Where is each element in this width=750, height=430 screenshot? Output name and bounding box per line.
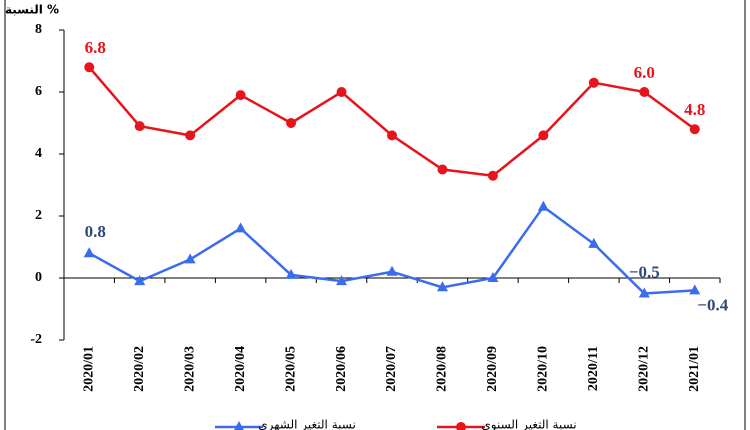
- point: [588, 77, 599, 88]
- x-tick-label: 2020/10: [536, 346, 551, 392]
- data-label: 6.8: [85, 38, 106, 57]
- x-tick-label: 2020/04: [233, 346, 248, 392]
- series-line: [88, 204, 695, 295]
- x-tick-label: 2020/06: [334, 346, 349, 392]
- y-tick-label: 6: [35, 84, 42, 99]
- point: [487, 272, 499, 282]
- x-tick-label: 2020/09: [485, 346, 500, 392]
- x-tick-label: 2020/01: [81, 346, 96, 392]
- point: [336, 275, 348, 286]
- point: [235, 222, 247, 233]
- x-tick-label: 2020/05: [283, 346, 298, 392]
- y-tick-label: 4: [35, 146, 42, 161]
- point: [689, 284, 701, 295]
- point: [285, 268, 297, 279]
- point: [538, 130, 549, 141]
- x-tick-label: 2021/01: [687, 346, 702, 392]
- point: [437, 164, 448, 175]
- point: [387, 130, 397, 141]
- data-label: −0.4: [697, 295, 728, 314]
- point: [134, 121, 145, 132]
- x-tick-label: 2020/11: [586, 346, 601, 391]
- legend-marker: [234, 421, 244, 430]
- point: [588, 237, 600, 248]
- x-tick-label: 2020/02: [132, 346, 147, 392]
- data-label: 4.8: [684, 100, 705, 119]
- point: [84, 62, 95, 73]
- point: [336, 87, 347, 97]
- x-tick-label: 2020/12: [637, 346, 652, 392]
- legend-marker: [456, 422, 466, 430]
- y-tick-label: -2: [30, 332, 42, 347]
- y-tick-label: 0: [35, 270, 42, 285]
- y-axis-label: النسبة %: [5, 3, 59, 17]
- point: [537, 200, 549, 211]
- y-tick-label: 2: [35, 208, 42, 223]
- point: [487, 170, 498, 181]
- point: [83, 247, 95, 258]
- point: [639, 87, 650, 97]
- point: [436, 281, 448, 292]
- series-line: [88, 66, 696, 178]
- data-label: −0.5: [629, 262, 660, 281]
- point: [184, 253, 196, 264]
- data-label: 6.0: [634, 63, 655, 82]
- point: [689, 124, 700, 135]
- point: [185, 130, 196, 141]
- point: [386, 265, 398, 276]
- point: [134, 275, 146, 286]
- x-tick-label: 2020/03: [182, 346, 197, 392]
- y-tick-label: 8: [35, 22, 42, 37]
- x-tick-label: 2020/08: [435, 346, 450, 392]
- data-label: 0.8: [85, 222, 106, 241]
- x-tick-label: 2020/07: [384, 346, 399, 392]
- legend-label: نسبة التغير السنوي: [481, 418, 576, 430]
- point: [286, 118, 297, 128]
- point: [235, 90, 246, 101]
- legend-label: نسبة التغير الشهري: [258, 418, 356, 430]
- point: [638, 287, 650, 298]
